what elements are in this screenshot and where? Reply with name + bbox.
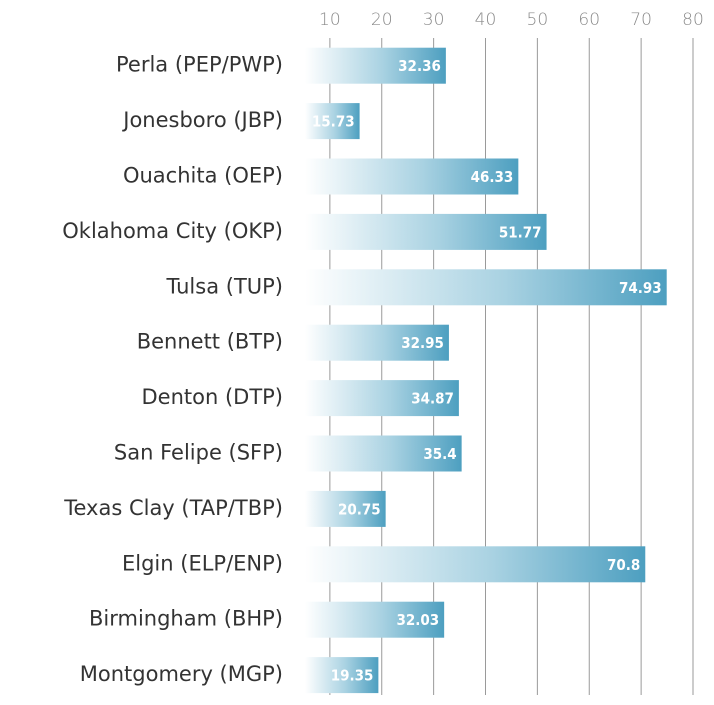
value-label: 35.4	[423, 445, 456, 463]
bar	[305, 657, 379, 694]
x-tick-label: 80	[682, 10, 704, 30]
bar	[305, 380, 459, 417]
category-label: Tulsa (TUP)	[165, 274, 283, 298]
value-label: 15.73	[312, 113, 355, 131]
x-tick-label: 20	[371, 10, 393, 30]
category-label: Texas Clay (TAP/TBP)	[63, 496, 283, 520]
bar	[305, 490, 386, 527]
bar	[305, 213, 547, 250]
value-label: 19.35	[331, 667, 374, 685]
value-label: 46.33	[471, 168, 514, 186]
x-tick-label: 60	[578, 10, 600, 30]
category-label: Birmingham (BHP)	[89, 607, 283, 631]
category-label: Perla (PEP/PWP)	[116, 53, 283, 77]
bar	[305, 47, 446, 84]
category-label: Denton (DTP)	[141, 385, 283, 409]
value-label: 20.75	[338, 500, 381, 518]
category-label: Elgin (ELP/ENP)	[122, 551, 283, 575]
x-tick-label: 30	[423, 10, 445, 30]
value-label: 74.93	[619, 279, 662, 297]
x-tick-label: 50	[527, 10, 549, 30]
value-label: 70.8	[607, 556, 640, 574]
value-label: 32.95	[401, 334, 444, 352]
bar	[305, 158, 519, 195]
category-label: Montgomery (MGP)	[80, 662, 283, 686]
x-tick-label: 40	[475, 10, 497, 30]
bar	[305, 103, 360, 140]
value-label: 32.03	[396, 611, 439, 629]
value-label: 34.87	[411, 390, 454, 408]
value-label: 51.77	[499, 223, 542, 241]
category-label: Oklahoma City (OKP)	[62, 219, 283, 243]
value-label: 32.36	[398, 57, 441, 75]
x-tick-label: 70	[630, 10, 652, 30]
x-tick-label: 10	[319, 10, 341, 30]
bar	[305, 435, 462, 472]
bar	[305, 601, 445, 638]
bar	[305, 324, 449, 361]
category-label: Bennett (BTP)	[137, 330, 283, 354]
bar	[305, 546, 646, 583]
category-label: Ouachita (OEP)	[123, 164, 283, 188]
category-label: Jonesboro (JBP)	[121, 108, 283, 132]
category-label: San Felipe (SFP)	[114, 441, 283, 465]
bar	[305, 269, 667, 306]
